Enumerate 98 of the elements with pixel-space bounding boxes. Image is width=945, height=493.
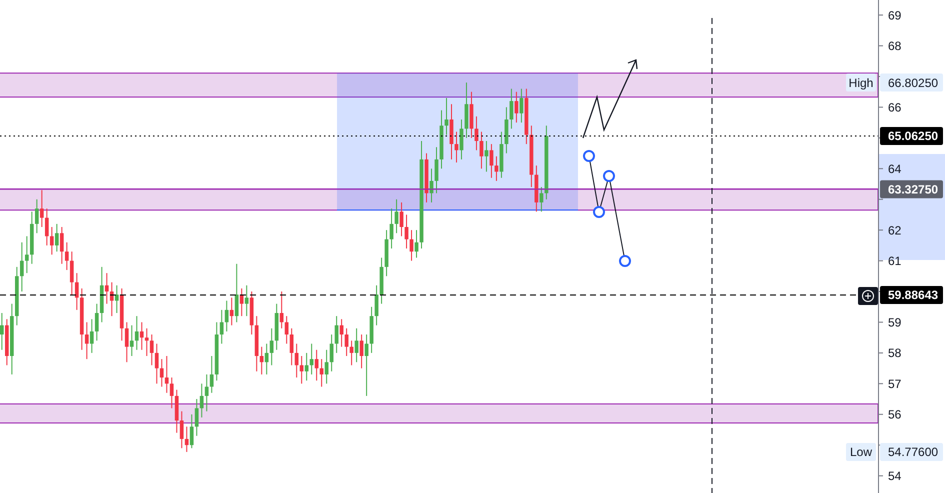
- candlestick: [454, 131, 458, 163]
- candlestick: [164, 356, 169, 394]
- candlestick: [50, 226, 54, 256]
- candlestick: [90, 318, 94, 354]
- candlestick: [414, 230, 418, 258]
- candlestick: [404, 214, 408, 249]
- candlestick: [64, 242, 69, 270]
- text: 66.80250: [888, 76, 938, 90]
- annotation: High: [848, 76, 874, 90]
- candlestick: [204, 374, 209, 412]
- candlestick: [170, 377, 174, 409]
- candlestick: [264, 343, 269, 375]
- candlestick: [304, 352, 308, 382]
- candlestick: [460, 118, 464, 160]
- candlestick: [224, 300, 229, 332]
- candlestick: [54, 223, 59, 252]
- y-tick-label: 56: [888, 408, 902, 422]
- y-tick-label: 64: [888, 162, 902, 176]
- candlestick: [314, 349, 318, 382]
- candlestick: [290, 328, 294, 366]
- candlestick: [130, 324, 134, 357]
- candlestick: [154, 343, 159, 384]
- candlestick: [160, 358, 164, 388]
- candlestick: [180, 410, 184, 449]
- candlestick: [200, 383, 204, 418]
- candlestick: [320, 358, 324, 388]
- candlestick: [330, 334, 334, 372]
- candlestick: [344, 328, 348, 357]
- candlestick: [444, 97, 448, 136]
- y-tick-label: 66: [888, 100, 902, 114]
- candlestick: [340, 318, 344, 348]
- candlestick: [360, 334, 364, 369]
- candlestick: [480, 131, 484, 170]
- candlestick: [490, 144, 494, 178]
- candlestick: [190, 414, 194, 449]
- candlestick: [194, 398, 199, 436]
- candlestick: [210, 356, 214, 394]
- candlestick: [84, 322, 89, 360]
- candlestick: [244, 284, 249, 317]
- candlestick: [394, 198, 398, 234]
- candlestick: [474, 116, 478, 151]
- candlestick: [390, 208, 394, 249]
- candlestick: [20, 242, 24, 292]
- candlestick: [294, 343, 298, 378]
- candlestick: [124, 322, 129, 363]
- candlestick: [94, 303, 99, 342]
- candlestick: [74, 272, 79, 310]
- candlestick: [324, 349, 328, 384]
- candlestick: [484, 140, 488, 172]
- candlestick: [310, 343, 314, 375]
- candlestick: [134, 316, 139, 350]
- candlestick: [284, 316, 289, 344]
- candlestick: [220, 309, 224, 344]
- candlestick: [374, 284, 378, 326]
- candlestick: [510, 88, 514, 130]
- candlestick: [494, 156, 498, 182]
- candlestick: [184, 426, 189, 452]
- y-tick-label: 54: [888, 469, 902, 483]
- candlestick: [520, 88, 524, 124]
- y-tick-label: 58: [888, 346, 902, 360]
- y-tick-label: 68: [888, 38, 902, 53]
- y-tick-label: 62: [888, 223, 902, 238]
- candlestick: [70, 251, 74, 296]
- candlestick: [334, 316, 338, 354]
- candlestick: [540, 186, 544, 212]
- candlestick: [144, 328, 149, 357]
- candlestick: [34, 198, 39, 234]
- candlestick: [140, 322, 144, 350]
- candlestick: [354, 328, 358, 363]
- candlestick: [40, 190, 44, 228]
- candlestick: [434, 146, 438, 194]
- candlestick: [270, 328, 274, 366]
- candlestick: [44, 208, 49, 246]
- ref-line-label: 59.88643: [888, 288, 938, 302]
- candlestick: [300, 356, 304, 384]
- candlestick: [104, 272, 109, 304]
- candlestick: [150, 334, 154, 366]
- candlestick: [364, 334, 368, 396]
- annotation: Low: [850, 445, 872, 460]
- candlestick: [0, 312, 4, 350]
- candlestick: [514, 91, 518, 124]
- text: 54.77600: [888, 445, 938, 460]
- candlestick: [260, 346, 264, 375]
- candlestick: [400, 202, 404, 237]
- y-tick-label: 61: [888, 254, 902, 268]
- candlestick: [430, 168, 434, 203]
- y-tick-label: 59: [888, 315, 902, 330]
- y-tick-label: 69: [888, 8, 902, 22]
- candlestick: [234, 263, 239, 323]
- ref-line-label: 63.32750: [888, 182, 938, 196]
- y-tick-label: 57: [888, 376, 902, 391]
- candlestick: [230, 297, 234, 326]
- ref-line-label: 65.06250: [888, 129, 938, 144]
- candlestick: [410, 230, 414, 262]
- candlestick: [350, 340, 354, 366]
- candlestick: [60, 226, 64, 264]
- candlestick: [280, 291, 284, 329]
- candlestick: [24, 236, 29, 274]
